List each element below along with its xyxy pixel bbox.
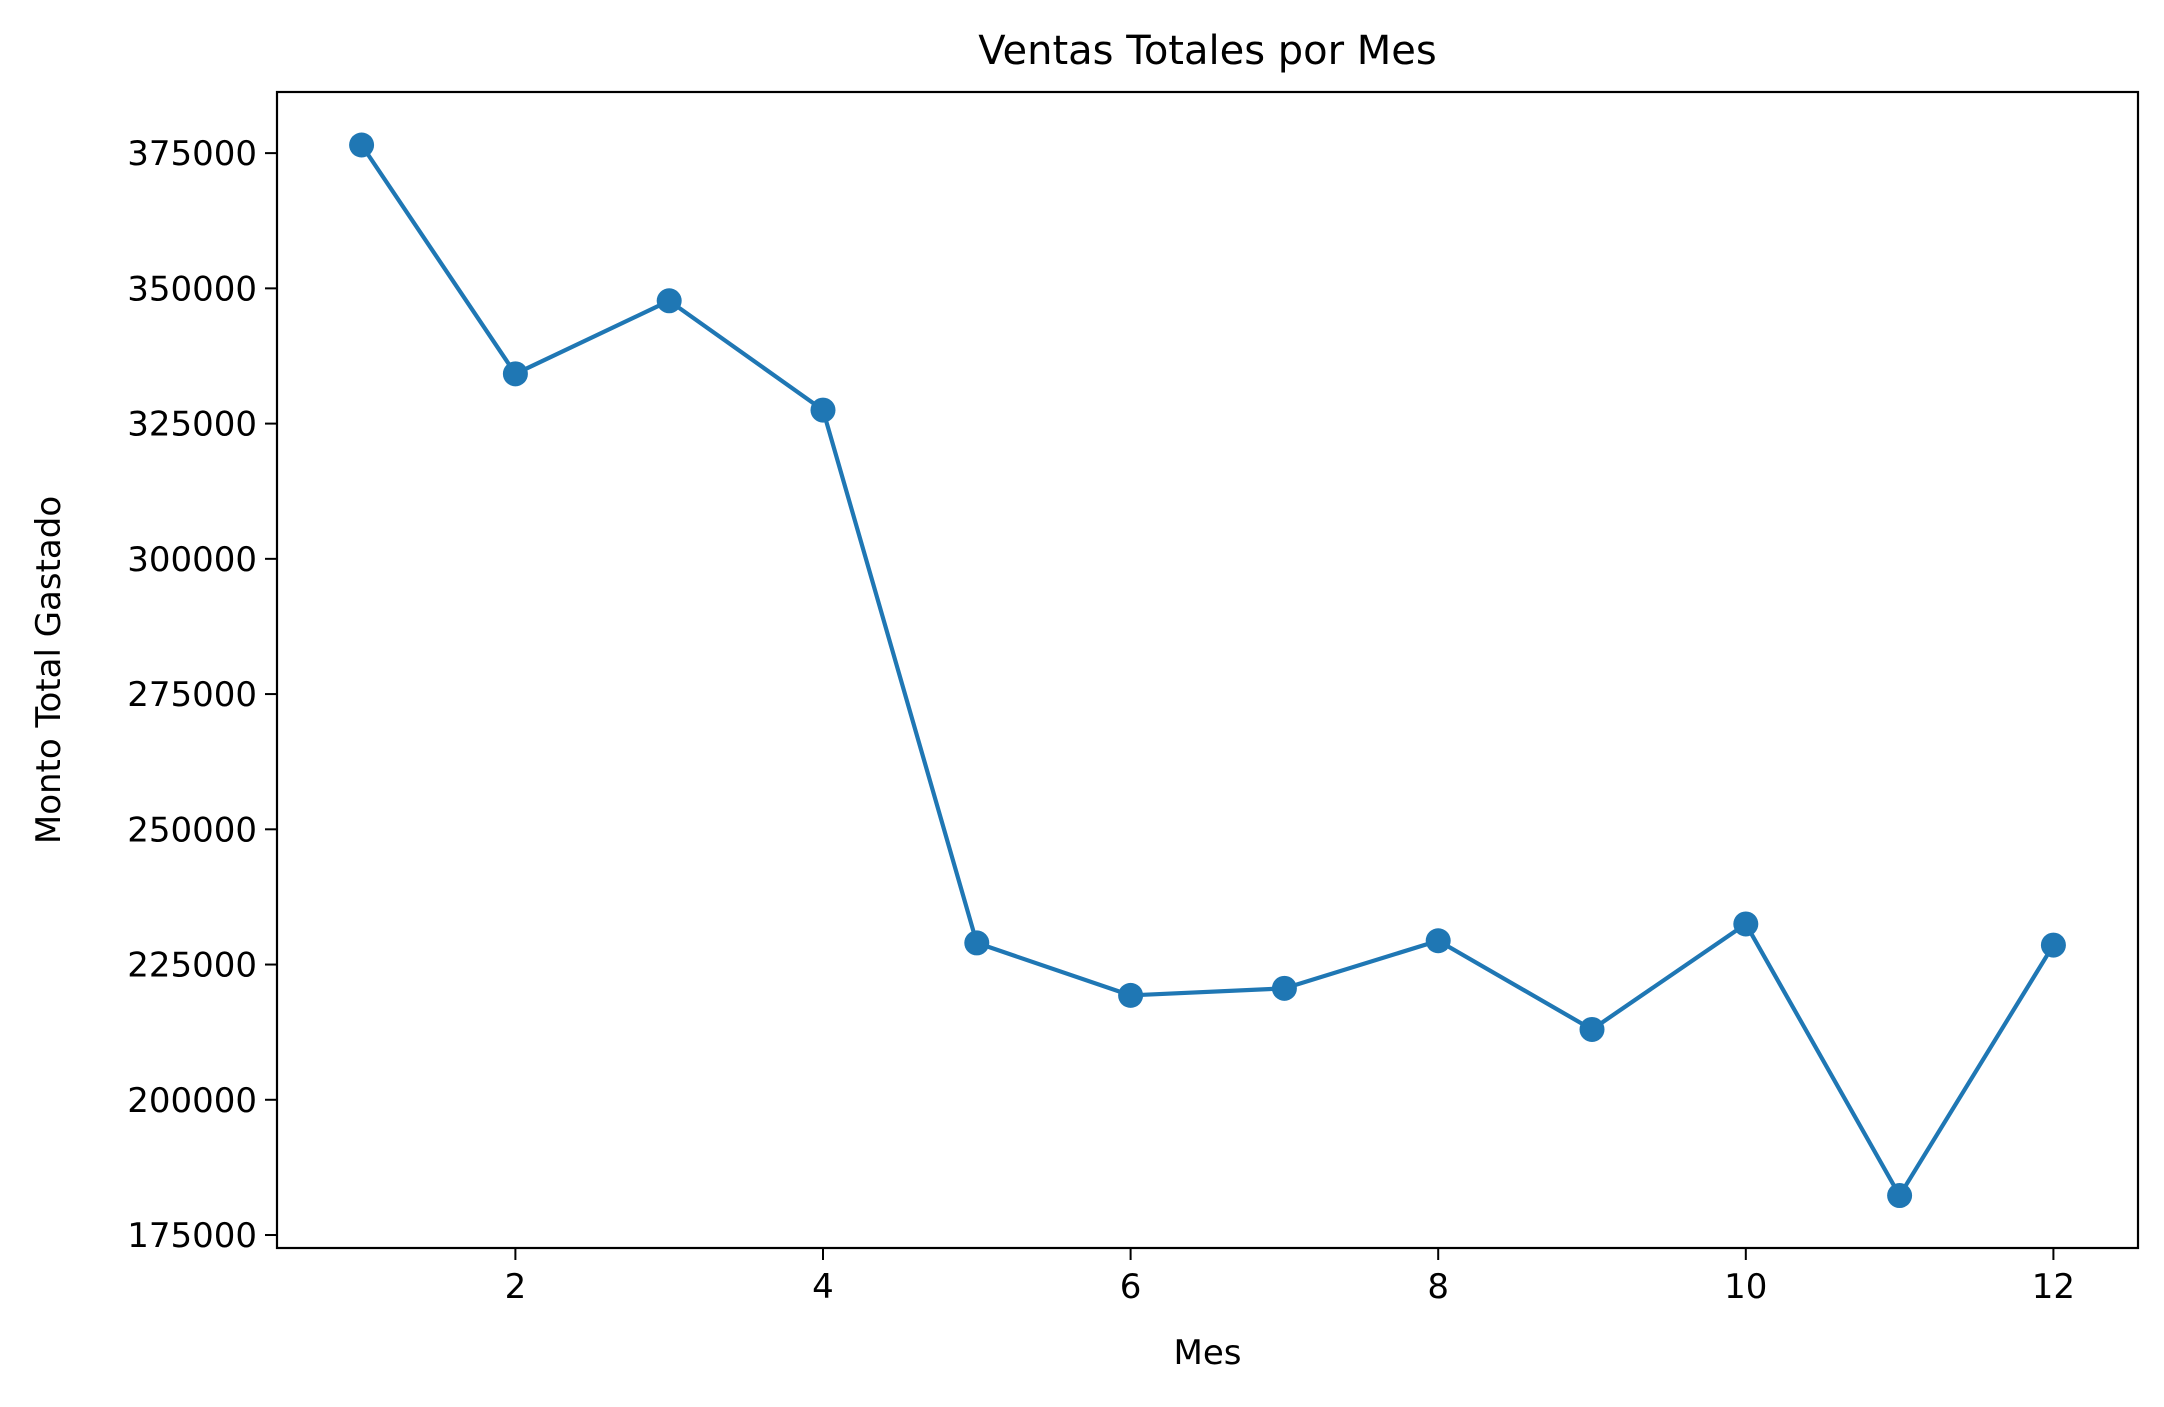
- data-point: [349, 132, 375, 158]
- x-tick-label: 6: [1120, 1267, 1142, 1307]
- y-axis-title: Monto Total Gastado: [29, 496, 69, 844]
- data-point: [1733, 911, 1759, 937]
- y-axis-ticks: 175000 200000 225000 250000 275000 300000 3250…: [127, 134, 277, 1256]
- x-tick-label: 8: [1427, 1267, 1449, 1307]
- x-axis-title: Mes: [1174, 1333, 1242, 1373]
- data-point: [2040, 932, 2066, 958]
- y-tick-label: 300000: [127, 540, 257, 580]
- data-point: [656, 288, 682, 314]
- x-axis-ticks: 2 4 6 8 10 12: [505, 1248, 2075, 1307]
- data-point: [964, 930, 990, 956]
- y-tick-label: 250000: [127, 810, 257, 850]
- x-tick-label: 12: [2032, 1267, 2075, 1307]
- y-tick-label: 225000: [127, 946, 257, 986]
- x-tick-label: 4: [812, 1267, 834, 1307]
- series-layer: [349, 132, 2066, 1209]
- data-point: [810, 397, 836, 423]
- y-tick-label: 200000: [127, 1081, 257, 1121]
- x-tick-label: 10: [1724, 1267, 1767, 1307]
- data-point: [1579, 1016, 1605, 1042]
- y-tick-label: 350000: [127, 269, 257, 309]
- y-tick-label: 175000: [127, 1216, 257, 1256]
- y-tick-label: 325000: [127, 405, 257, 445]
- x-tick-label: 2: [505, 1267, 527, 1307]
- data-point: [502, 361, 528, 387]
- data-point: [1271, 975, 1297, 1001]
- chart-title: Ventas Totales por Mes: [978, 28, 1437, 74]
- y-tick-label: 275000: [127, 675, 257, 715]
- y-tick-label: 375000: [127, 134, 257, 174]
- series-line: [359, 142, 2056, 1198]
- plot-area-frame: [275, 90, 2140, 1250]
- data-point: [1425, 928, 1451, 954]
- data-point: [1887, 1183, 1913, 1209]
- data-point: [1118, 982, 1144, 1008]
